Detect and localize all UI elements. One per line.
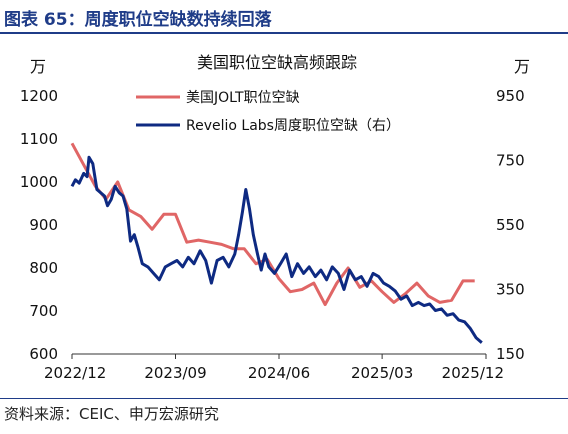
- right-tick-label: 150: [496, 345, 525, 363]
- footer-divider: [0, 398, 568, 399]
- right-tick-label: 550: [496, 216, 525, 234]
- left-tick-label: 800: [29, 259, 58, 277]
- legend-label-revelio: Revelio Labs周度职位空缺（右）: [186, 118, 400, 134]
- right-tick-label: 750: [496, 152, 525, 170]
- x-axis-ticks: 2022/12 2023/09 2024/06 2025/03 2025/12: [44, 354, 504, 382]
- chart-title: 美国职位空缺高频跟踪: [197, 53, 357, 72]
- x-tick-label: 2024/06: [248, 364, 310, 382]
- series-line-jolt: [70, 142, 475, 307]
- x-tick-label: 2023/09: [144, 364, 206, 382]
- right-axis-unit: 万: [514, 57, 530, 76]
- legend: 美国JOLT职位空缺 Revelio Labs周度职位空缺（右）: [136, 90, 400, 134]
- header-divider: [0, 32, 568, 34]
- left-axis-ticks: 1200 1100 1000 900 800 700 600: [20, 87, 58, 363]
- job-openings-chart: 美国职位空缺高频跟踪 万 万 120011001000900800700600 …: [20, 53, 530, 382]
- x-tick-label: 2022/12: [44, 364, 106, 382]
- left-tick-label: 900: [29, 216, 58, 234]
- left-tick-label: 1000: [20, 173, 58, 191]
- source-note: 资料来源：CEIC、申万宏源研究: [4, 405, 219, 423]
- right-axis-ticks: 950 750 550 350 150: [496, 87, 525, 363]
- x-tick-label: 2025/03: [351, 364, 413, 382]
- figure-title: 图表 65：周度职位空缺数持续回落: [4, 10, 272, 30]
- report-header: 图表 65：周度职位空缺数持续回落: [0, 0, 568, 34]
- right-tick-label: 350: [496, 281, 525, 299]
- x-tick-label: 2025/12: [442, 364, 504, 382]
- left-tick-label: 600: [29, 345, 58, 363]
- left-tick-label: 700: [29, 302, 58, 320]
- left-tick-label: 1100: [20, 130, 58, 148]
- right-tick-label: 950: [496, 87, 525, 105]
- series-line-revelio: [70, 155, 483, 344]
- legend-label-jolt: 美国JOLT职位空缺: [186, 90, 300, 106]
- left-axis-unit: 万: [30, 57, 46, 76]
- left-tick-label: 1200: [20, 87, 58, 105]
